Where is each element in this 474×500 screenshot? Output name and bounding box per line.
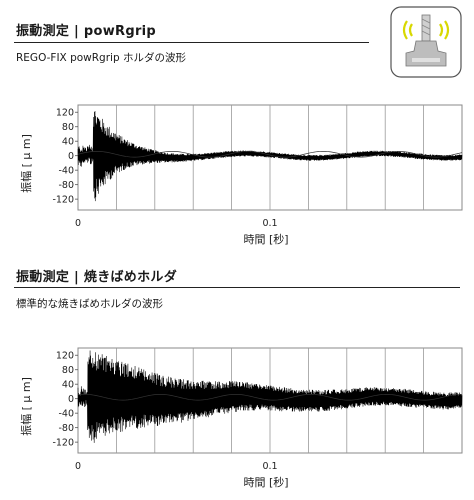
waveform-series (77, 350, 463, 443)
section-subtitle: 標準的な焼きばめホルダの波形 (16, 298, 163, 310)
y-axis-label: 振幅 [ μ m] (19, 377, 33, 436)
waveform-baseline (77, 150, 463, 158)
y-tick-label: -80 (58, 180, 74, 191)
y-tick-label: 80 (62, 122, 74, 133)
x-axis-label: 時間 [秒] (243, 232, 288, 246)
x-tick-label: 0.1 (262, 461, 277, 472)
y-tick-label: -40 (58, 409, 74, 420)
x-tick-label: 0.1 (262, 218, 277, 229)
y-tick-label: 40 (62, 380, 74, 391)
chart-shrink-fit: 120 80 40 0 -40 -80 -120 0 0.1 時間 [秒] 振幅 [ μ m] (19, 347, 463, 489)
y-tick-label: -80 (58, 423, 74, 434)
x-tick-label: 0 (75, 461, 81, 472)
title-underline (14, 287, 460, 288)
waveform-baseline (77, 393, 463, 401)
vibration-holder-icon (390, 6, 462, 78)
x-tick-label: 0 (75, 218, 81, 229)
y-tick-label: 80 (62, 365, 74, 376)
y-tick-label: -120 (52, 195, 74, 206)
section-title: 振動測定 | 焼きばめホルダ (16, 270, 177, 285)
waveform-series (77, 111, 463, 202)
section-subtitle: REGO-FIX powRgrip ホルダの波形 (16, 52, 186, 64)
y-tick-label: 120 (56, 108, 74, 119)
x-axis-label: 時間 [秒] (243, 475, 288, 489)
title-underline (14, 42, 369, 43)
y-tick-label: 0 (68, 394, 74, 405)
y-tick-label: -40 (58, 166, 74, 177)
y-tick-label: 120 (56, 351, 74, 362)
y-tick-label: 40 (62, 137, 74, 148)
section-title: 振動測定 | powRgrip (16, 24, 157, 39)
y-tick-label: -120 (52, 438, 74, 449)
chart-powrgrip: 120 80 40 0 -40 -80 -120 0 0.1 時間 [秒] 振幅 [ μ m] (19, 104, 463, 246)
y-axis-label: 振幅 [ μ m] (19, 134, 33, 193)
y-tick-label: 0 (68, 151, 74, 162)
